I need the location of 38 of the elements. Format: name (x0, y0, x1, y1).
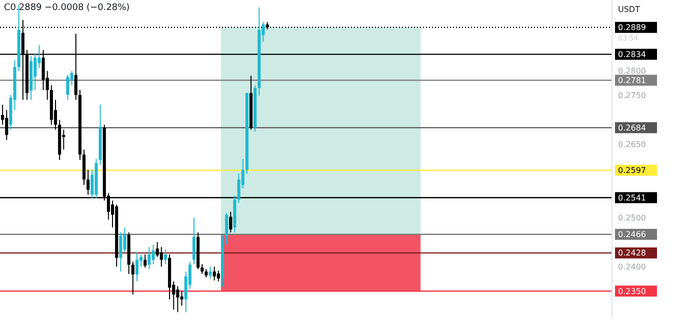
candlestick (200, 264, 204, 274)
candlestick (144, 254, 147, 268)
candlestick (152, 244, 155, 265)
candlestick (156, 242, 159, 258)
ref-line-label: 0.2597 (618, 166, 646, 176)
ref-line-label: 0.2781 (618, 76, 646, 86)
candlestick (62, 129, 66, 150)
ref-line-label: 0.2541 (618, 193, 646, 202)
candlestick (229, 211, 232, 233)
candlestick (216, 270, 220, 282)
ref-line-label: 0.2684 (618, 123, 646, 132)
ref-line-label: 0.2466 (618, 230, 646, 240)
candlestick (180, 290, 184, 306)
candlestick (131, 261, 134, 296)
y-tick-label: 0.2400 (618, 262, 646, 272)
candlestick (135, 251, 138, 282)
candlestick (212, 266, 216, 281)
candlestick (66, 74, 70, 100)
candlestick (119, 232, 122, 272)
candlestick (176, 286, 180, 313)
y-tick-label: 0.2750 (618, 91, 646, 100)
candlestick (208, 266, 212, 280)
ref-line-label: 0.2428 (618, 248, 646, 258)
ref-line-label: 0.2350 (618, 286, 646, 296)
y-tick-label: 0.2650 (618, 140, 646, 150)
y-tick-label: 0.2800 (618, 66, 646, 76)
candlestick (5, 110, 8, 140)
candlestick (148, 246, 151, 270)
candlestick (86, 169, 90, 196)
candlestick (237, 173, 240, 204)
y-tick-label: 0.2500 (618, 214, 646, 223)
y-axis-title: USDT (618, 5, 640, 14)
ref-line-label: 0.2834 (618, 50, 646, 60)
candlestick (192, 217, 196, 265)
ref-line-label: 0.2889 (618, 23, 646, 32)
candlestick (34, 53, 37, 91)
candlestick (164, 249, 167, 265)
candlestick (160, 246, 163, 268)
